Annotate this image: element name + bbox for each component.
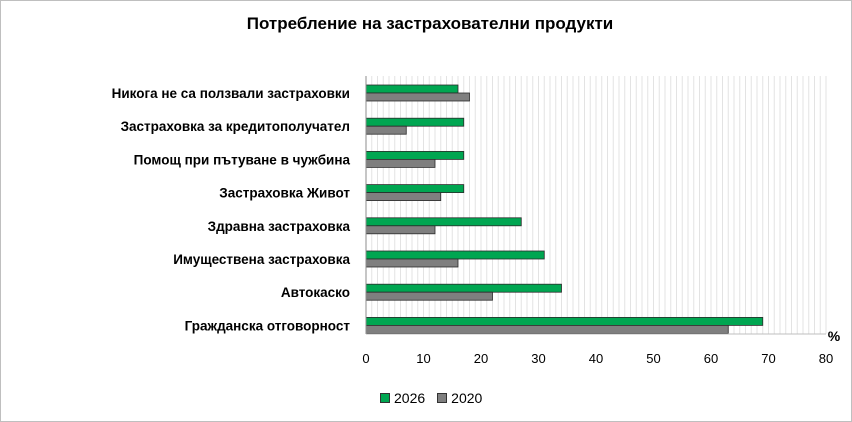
legend-swatch-2020 — [437, 393, 448, 403]
bar-2026-2 — [365, 150, 465, 160]
legend-item-2020: 2020 — [437, 390, 482, 406]
category-label: Застраховка Живот — [219, 186, 350, 201]
tick-label: 30 — [531, 351, 545, 366]
bar-2026-5 — [365, 250, 545, 260]
category-label: Здравна застраховка — [208, 219, 351, 234]
bar-2026-1 — [365, 117, 465, 127]
bar-2026-4 — [365, 217, 522, 227]
bar-2026-0 — [365, 84, 459, 94]
category-label: Застраховка за кредитополучател — [121, 119, 350, 134]
chart-title: Потребление на застрахователни продукти — [246, 14, 614, 33]
axis-unit-label: % — [828, 328, 841, 344]
axes — [365, 76, 826, 335]
tick-label: 40 — [589, 351, 603, 366]
bar-2020-2 — [365, 158, 436, 168]
bar-2020-6 — [365, 291, 493, 301]
tick-label: 0 — [362, 351, 369, 366]
tick-label: 10 — [416, 351, 430, 366]
tick-label: 20 — [474, 351, 488, 366]
bar-2026-6 — [365, 283, 562, 293]
bar-2020-3 — [365, 192, 442, 202]
tick-label: 80 — [819, 351, 833, 366]
bar-2020-7 — [365, 324, 729, 334]
legend-label-2020: 2020 — [451, 390, 483, 406]
category-label: Имуществена застраховка — [173, 252, 350, 267]
tick-label: 70 — [761, 351, 775, 366]
bar-2020-0 — [365, 92, 470, 102]
tick-label: 50 — [646, 351, 660, 366]
legend-label-2026: 2026 — [394, 390, 426, 406]
bars — [365, 84, 764, 334]
bar-2020-4 — [365, 225, 436, 235]
category-label: Помощ при пътуване в чужбина — [134, 152, 351, 167]
legend-swatch-2026 — [380, 393, 390, 403]
tick-label: 60 — [704, 351, 718, 366]
bar-2020-5 — [365, 258, 459, 268]
legend-item-2026: 2026 — [380, 390, 425, 406]
bar-2026-7 — [365, 316, 764, 326]
category-label: Гражданска отговорност — [185, 318, 351, 333]
tick-labels: 0 10 20 30 40 50 60 70 80 — [362, 351, 833, 366]
bar-2026-3 — [365, 184, 465, 194]
bar-2020-1 — [365, 125, 407, 135]
category-label: Автокаско — [281, 285, 350, 300]
category-label: Никога не са ползвали застраховки — [112, 86, 350, 101]
legend: 2026 2020 — [380, 390, 494, 406]
category-labels: Никога не са ползвали застраховки Застрах… — [112, 86, 351, 333]
